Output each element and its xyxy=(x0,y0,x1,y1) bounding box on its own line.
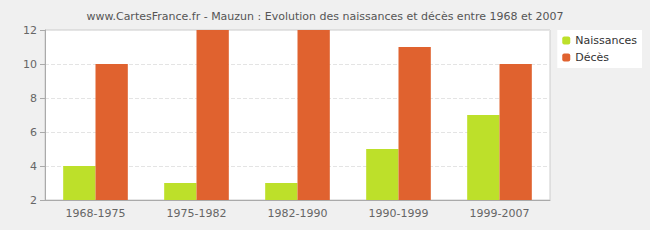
svg-text:1982-1990: 1982-1990 xyxy=(268,207,328,220)
svg-text:Décès: Décès xyxy=(575,51,609,64)
svg-text:1990-1999: 1990-1999 xyxy=(369,207,429,220)
svg-text:1975-1982: 1975-1982 xyxy=(167,207,227,220)
svg-text:4: 4 xyxy=(30,160,37,173)
svg-text:Naissances: Naissances xyxy=(575,34,637,47)
svg-text:6: 6 xyxy=(30,126,37,139)
svg-text:1999-2007: 1999-2007 xyxy=(470,207,530,220)
svg-text:8: 8 xyxy=(30,92,37,105)
svg-text:10: 10 xyxy=(23,58,37,71)
svg-text:www.CartesFrance.fr - Mauzun :: www.CartesFrance.fr - Mauzun : Evolution… xyxy=(86,10,563,23)
svg-text:12: 12 xyxy=(23,24,37,37)
svg-text:2: 2 xyxy=(30,194,37,207)
svg-text:1968-1975: 1968-1975 xyxy=(66,207,126,220)
